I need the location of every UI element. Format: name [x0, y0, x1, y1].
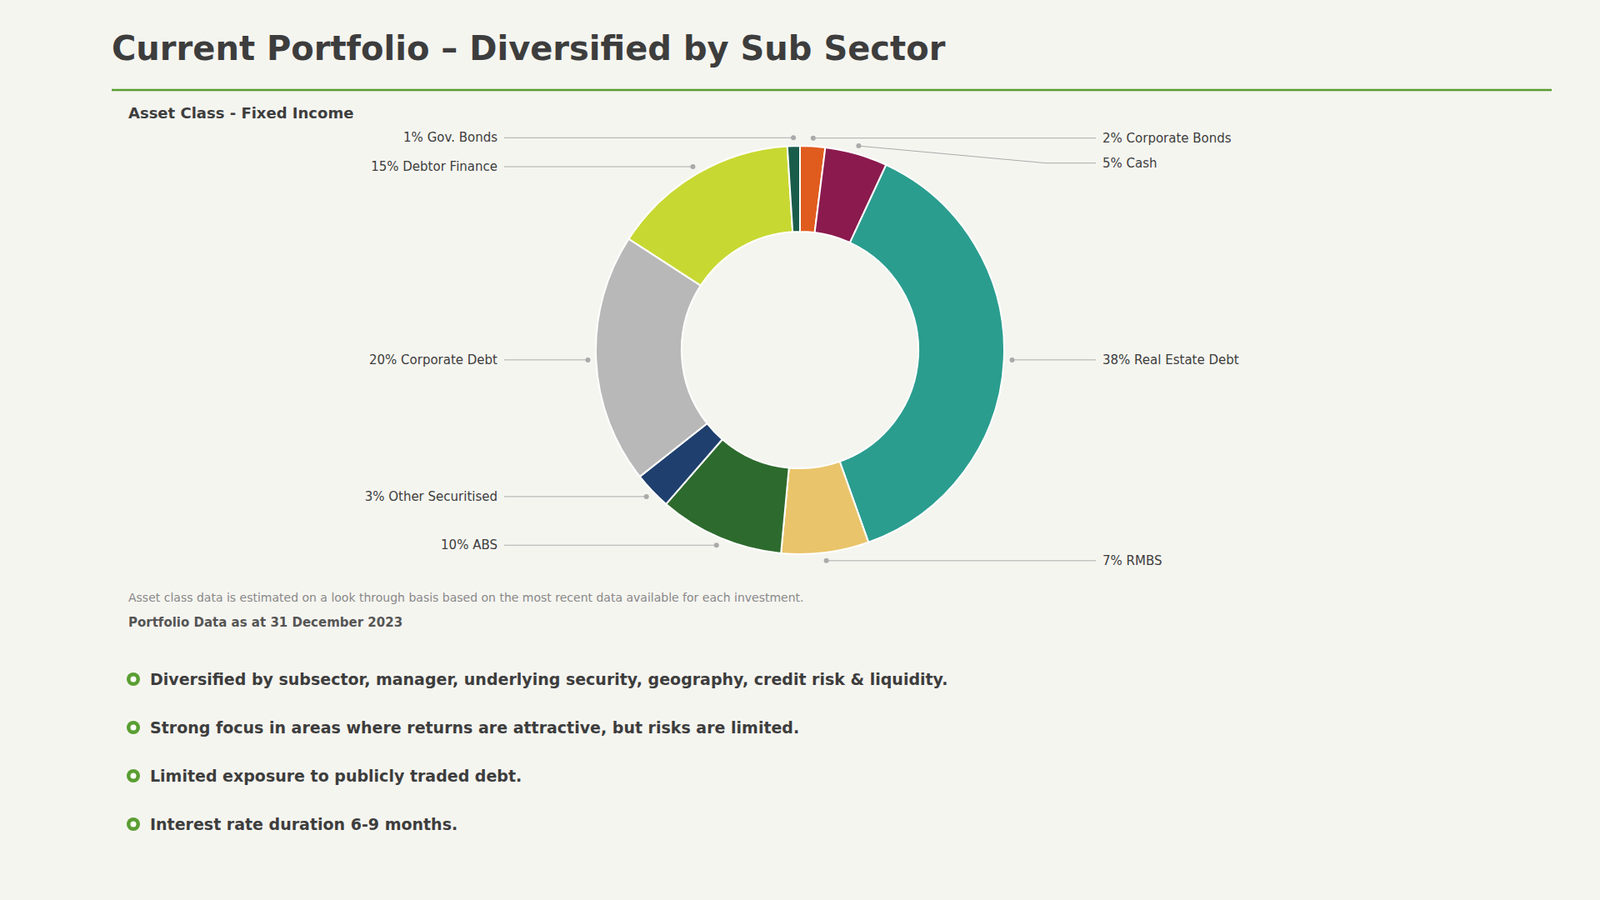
leader-line — [1012, 359, 1096, 360]
slice-label: 5% Cash — [1102, 155, 1158, 171]
bullet-text: Strong focus in areas where returns are … — [150, 718, 800, 737]
leader-line — [813, 137, 1096, 139]
leader-line — [858, 145, 1096, 164]
leader-line — [504, 166, 693, 168]
leader-dot — [690, 164, 695, 170]
leader-dot — [714, 542, 720, 548]
slice-labels: 2% Corporate Bonds 5% Cash 38% Real Estate… — [365, 130, 1240, 569]
leader-line — [826, 560, 1096, 561]
bullet-marker — [126, 817, 140, 831]
title-rule — [111, 89, 1552, 92]
leader-dot — [644, 494, 650, 500]
leader-dot — [855, 143, 861, 149]
subtitle: Asset Class - Fixed Income — [128, 104, 354, 122]
title: Current Portfolio – Diversified by Sub S… — [111, 29, 946, 68]
bullet-marker-inner — [130, 725, 137, 731]
bullet-marker-inner — [130, 773, 137, 780]
bullet-marker-inner — [130, 821, 137, 828]
chart: Current Portfolio – Diversified by Sub S… — [0, 0, 1600, 900]
slice-label: 20% Corporate Debt — [369, 352, 498, 368]
slices — [595, 145, 1005, 555]
slice-label: 38% Real Estate Debt — [1102, 352, 1240, 368]
bullet-marker — [126, 672, 140, 686]
leader-dot — [1010, 357, 1015, 363]
slice-label: 1% Gov. Bonds — [403, 130, 498, 145]
leader-lines — [504, 135, 1096, 564]
leader-dot — [790, 135, 796, 140]
bullet-marker — [126, 769, 140, 783]
bullet-text: Diversified by subsector, manager, under… — [150, 670, 948, 689]
slice — [780, 461, 869, 555]
note: Asset class data is estimated on a look … — [128, 590, 805, 605]
leader-line — [504, 359, 588, 360]
leader-dot — [810, 135, 816, 141]
bullet-text: Limited exposure to publicly traded debt… — [150, 766, 522, 785]
note: Portfolio Data as at 31 December 2023 — [128, 615, 403, 630]
leader-line — [504, 495, 647, 497]
slice-label: 7% RMBS — [1102, 553, 1162, 569]
slice-label: 15% Debtor Finance — [370, 159, 498, 175]
leader-line — [504, 137, 794, 139]
slice — [840, 165, 1005, 543]
bullet-marker-inner — [130, 676, 137, 683]
leader-dot — [824, 558, 830, 564]
background — [0, 0, 1600, 900]
slice — [628, 145, 793, 285]
bullet-text: Interest rate duration 6-9 months. — [150, 815, 458, 834]
leader-dot — [585, 357, 590, 363]
slice-label: 10% ABS — [440, 537, 498, 553]
slice-label: 2% Corporate Bonds — [1102, 130, 1232, 146]
leader-line — [504, 545, 717, 546]
bullet-marker — [126, 720, 140, 735]
slice-label: 3% Other Securitised — [365, 489, 498, 505]
slice — [787, 145, 800, 232]
